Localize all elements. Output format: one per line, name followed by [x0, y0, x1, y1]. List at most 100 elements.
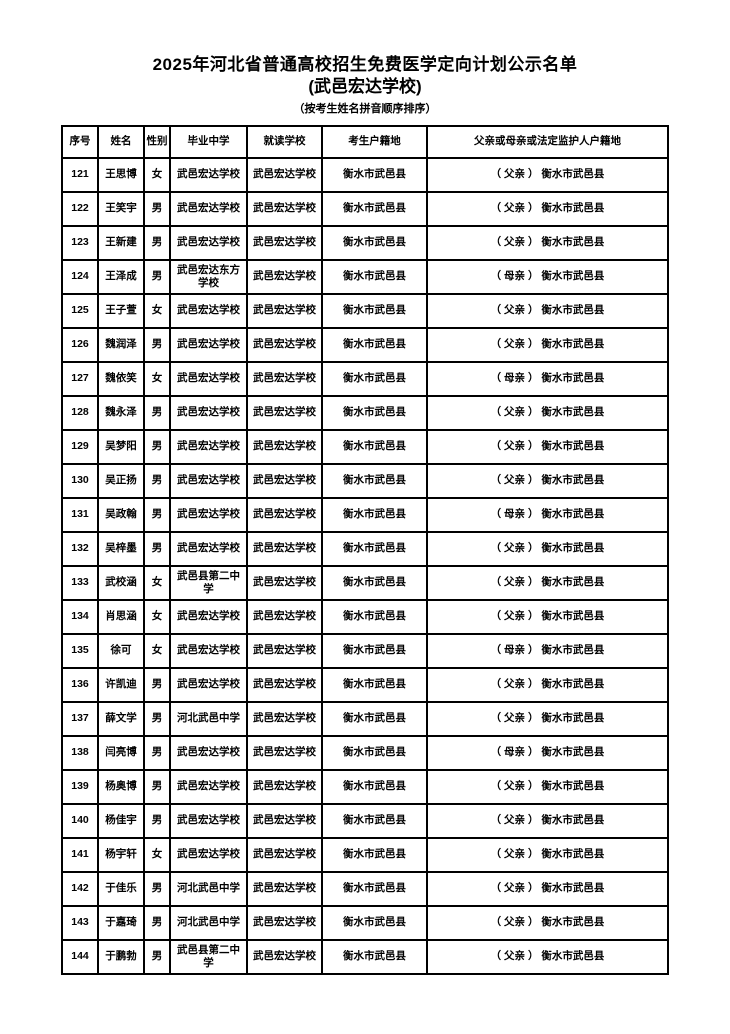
- cell-name: 王泽成: [97, 258, 145, 295]
- cell-school: 武邑宏达学校: [246, 530, 323, 567]
- cell-no: 142: [61, 870, 99, 907]
- cell-school: 武邑宏达学校: [246, 190, 323, 227]
- cell-gender: 男: [143, 326, 171, 363]
- cell-no: 128: [61, 394, 99, 431]
- cell-grad-school: 武邑宏达学校: [169, 428, 248, 465]
- cell-grad-school: 河北武邑中学: [169, 904, 248, 941]
- cell-no: 137: [61, 700, 99, 737]
- cell-name: 许凯迪: [97, 666, 145, 703]
- cell-school: 武邑宏达学校: [246, 496, 323, 533]
- cell-school: 武邑宏达学校: [246, 700, 323, 737]
- cell-gender: 男: [143, 700, 171, 737]
- cell-no: 126: [61, 326, 99, 363]
- cell-name: 吴梓墨: [97, 530, 145, 567]
- cell-grad-school: 武邑宏达学校: [169, 666, 248, 703]
- cell-registration: 衡水市武邑县: [321, 190, 428, 227]
- cell-guardian-registration: （ 父亲 ） 衡水市武邑县: [426, 598, 669, 635]
- cell-gender: 男: [143, 530, 171, 567]
- cell-gender: 女: [143, 836, 171, 873]
- cell-registration: 衡水市武邑县: [321, 326, 428, 363]
- page-title: 2025年河北省普通高校招生免费医学定向计划公示名单: [152, 55, 578, 74]
- cell-name: 杨佳宇: [97, 802, 145, 839]
- table-row: 143 于嘉琦男河北武邑中学 武邑宏达学校 衡水市武邑县（ 父亲 ） 衡水市武邑县: [61, 904, 669, 941]
- cell-school: 武邑宏达学校: [246, 734, 323, 771]
- cell-gender: 男: [143, 496, 171, 533]
- cell-registration: 衡水市武邑县: [321, 496, 428, 533]
- cell-name: 吴政翰: [97, 496, 145, 533]
- table-row: 138 闫亮博男武邑宏达学校 武邑宏达学校 衡水市武邑县（ 母亲 ） 衡水市武邑县: [61, 734, 669, 771]
- cell-name: 于嘉琦: [97, 904, 145, 941]
- cell-registration: 衡水市武邑县: [321, 428, 428, 465]
- table-row: 132 吴梓墨男武邑宏达学校 武邑宏达学校 衡水市武邑县（ 父亲 ） 衡水市武邑县: [61, 530, 669, 567]
- cell-gender: 男: [143, 258, 171, 295]
- cell-no: 123: [61, 224, 99, 261]
- cell-guardian-registration: （ 父亲 ） 衡水市武邑县: [426, 802, 669, 839]
- cell-name: 武校涵: [97, 564, 145, 601]
- cell-grad-school: 武邑宏达学校: [169, 394, 248, 431]
- cell-guardian-registration: （ 父亲 ） 衡水市武邑县: [426, 904, 669, 941]
- cell-no: 127: [61, 360, 99, 397]
- cell-name: 吴梦阳: [97, 428, 145, 465]
- table-row: 136 许凯迪男武邑宏达学校 武邑宏达学校 衡水市武邑县（ 父亲 ） 衡水市武邑县: [61, 666, 669, 703]
- cell-guardian-registration: （ 父亲 ） 衡水市武邑县: [426, 428, 669, 465]
- table-row: 133 武校涵女武邑县第二中学 武邑宏达学校 衡水市武邑县（ 父亲 ） 衡水市武邑县: [61, 564, 669, 601]
- cell-gender: 女: [143, 632, 171, 669]
- cell-no: 136: [61, 666, 99, 703]
- cell-no: 132: [61, 530, 99, 567]
- cell-school: 武邑宏达学校: [246, 360, 323, 397]
- cell-gender: 男: [143, 904, 171, 941]
- cell-school: 武邑宏达学校: [246, 598, 323, 635]
- table-row: 139 杨奥博男武邑宏达学校 武邑宏达学校 衡水市武邑县（ 父亲 ） 衡水市武邑县: [61, 768, 669, 805]
- cell-grad-school: 武邑宏达学校: [169, 326, 248, 363]
- cell-guardian-registration: （ 母亲 ） 衡水市武邑县: [426, 496, 669, 533]
- table-row: 126 魏润泽男武邑宏达学校 武邑宏达学校 衡水市武邑县（ 父亲 ） 衡水市武邑县: [61, 326, 669, 363]
- cell-grad-school: 武邑宏达学校: [169, 292, 248, 329]
- cell-name: 王笑宇: [97, 190, 145, 227]
- cell-name: 闫亮博: [97, 734, 145, 771]
- cell-school: 武邑宏达学校: [246, 156, 323, 193]
- table-row: 122 王笑宇男武邑宏达学校 武邑宏达学校 衡水市武邑县（ 父亲 ） 衡水市武邑县: [61, 190, 669, 227]
- cell-school: 武邑宏达学校: [246, 904, 323, 941]
- cell-no: 140: [61, 802, 99, 839]
- cell-grad-school: 武邑宏达学校: [169, 496, 248, 533]
- cell-gender: 男: [143, 666, 171, 703]
- cell-school: 武邑宏达学校: [246, 836, 323, 873]
- cell-registration: 衡水市武邑县: [321, 258, 428, 295]
- cell-registration: 衡水市武邑县: [321, 768, 428, 805]
- table-row: 134 肖思涵女武邑宏达学校 武邑宏达学校 衡水市武邑县（ 父亲 ） 衡水市武邑县: [61, 598, 669, 635]
- cell-gender: 男: [143, 224, 171, 261]
- cell-guardian-registration: （ 父亲 ） 衡水市武邑县: [426, 938, 669, 975]
- table-row: 124 王泽成男武邑宏达东方学校 武邑宏达学校 衡水市武邑县（ 母亲 ） 衡水市武邑县: [61, 258, 669, 295]
- cell-registration: 衡水市武邑县: [321, 836, 428, 873]
- cell-guardian-registration: （ 母亲 ） 衡水市武邑县: [426, 360, 669, 397]
- cell-grad-school: 武邑宏达学校: [169, 462, 248, 499]
- cell-grad-school: 武邑宏达学校: [169, 598, 248, 635]
- cell-grad-school: 武邑县第二中学: [169, 564, 248, 601]
- cell-gender: 男: [143, 870, 171, 907]
- table-row: 142 于佳乐男河北武邑中学 武邑宏达学校 衡水市武邑县（ 父亲 ） 衡水市武邑县: [61, 870, 669, 907]
- cell-name: 肖思涵: [97, 598, 145, 635]
- cell-school: 武邑宏达学校: [246, 666, 323, 703]
- page-subtitle: (武邑宏达学校): [308, 77, 422, 97]
- cell-gender: 女: [143, 564, 171, 601]
- cell-no: 135: [61, 632, 99, 669]
- cell-registration: 衡水市武邑县: [321, 938, 428, 975]
- cell-grad-school: 武邑宏达学校: [169, 802, 248, 839]
- cell-gender: 男: [143, 938, 171, 975]
- cell-no: 125: [61, 292, 99, 329]
- table-row: 123 王新建男武邑宏达学校 武邑宏达学校 衡水市武邑县（ 父亲 ） 衡水市武邑县: [61, 224, 669, 261]
- cell-gender: 男: [143, 394, 171, 431]
- cell-guardian-registration: （ 父亲 ） 衡水市武邑县: [426, 394, 669, 431]
- cell-guardian-registration: （ 父亲 ） 衡水市武邑县: [426, 190, 669, 227]
- cell-guardian-registration: （ 父亲 ） 衡水市武邑县: [426, 666, 669, 703]
- cell-no: 129: [61, 428, 99, 465]
- cell-no: 130: [61, 462, 99, 499]
- cell-guardian-registration: （ 母亲 ） 衡水市武邑县: [426, 632, 669, 669]
- cell-guardian-registration: （ 父亲 ） 衡水市武邑县: [426, 700, 669, 737]
- cell-name: 魏永泽: [97, 394, 145, 431]
- cell-school: 武邑宏达学校: [246, 462, 323, 499]
- cell-name: 徐可: [97, 632, 145, 669]
- cell-gender: 男: [143, 462, 171, 499]
- cell-name: 王新建: [97, 224, 145, 261]
- cell-no: 122: [61, 190, 99, 227]
